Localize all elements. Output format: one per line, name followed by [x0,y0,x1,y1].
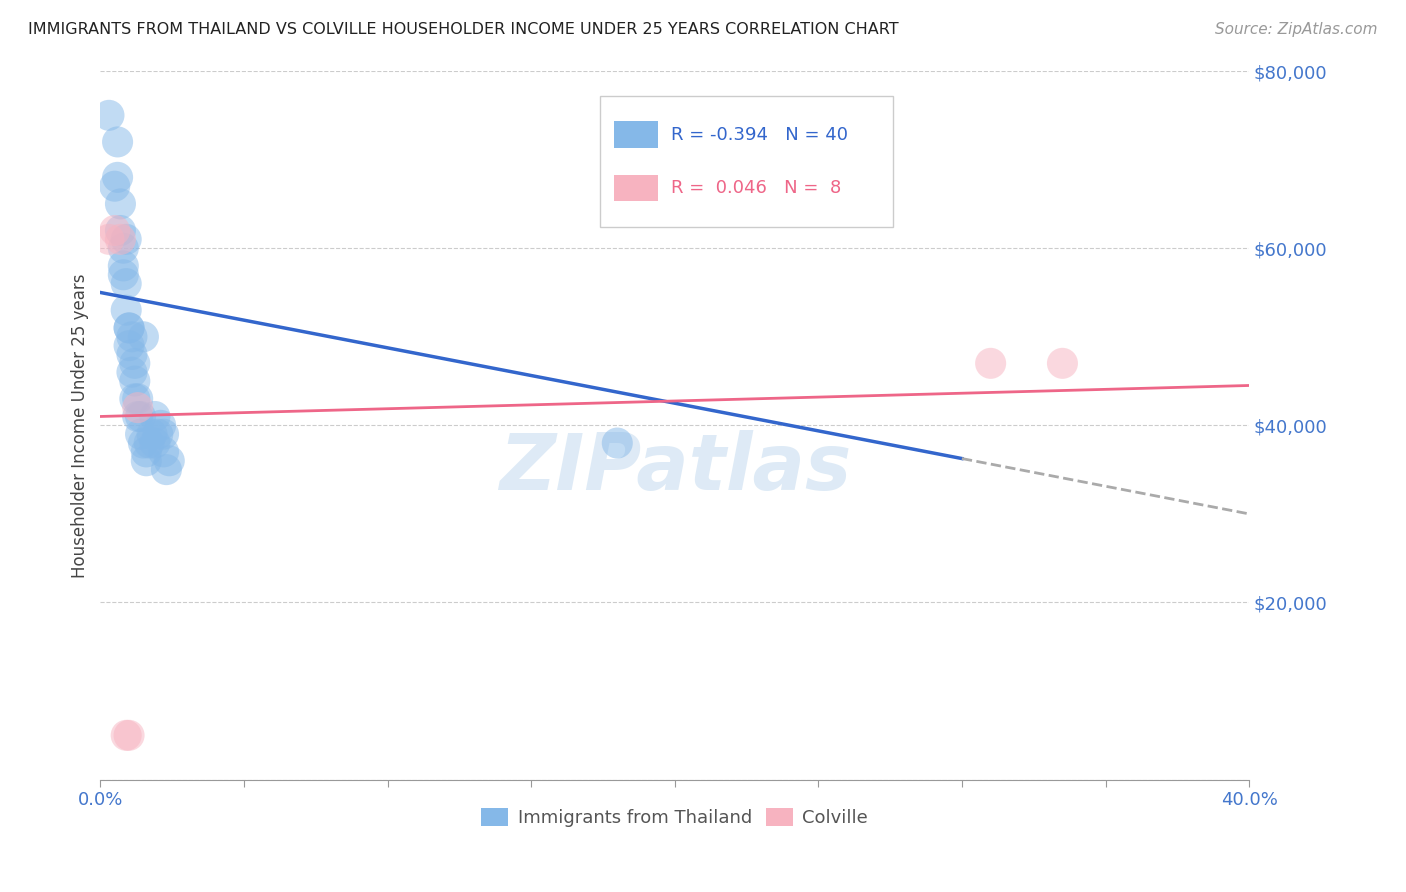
Point [107,135,129,149]
Point [135,445,157,459]
FancyBboxPatch shape [614,121,658,148]
Point [118,321,141,335]
Point [124,392,146,406]
Point [110,223,132,237]
Text: R = -0.394   N = 40: R = -0.394 N = 40 [671,126,848,144]
Point [121,330,143,344]
Point [129,427,152,442]
Point [112,259,135,273]
Point [112,268,135,282]
Point [1052,356,1074,370]
Point [118,321,141,335]
Point [135,454,157,468]
Point [146,427,169,442]
Point [138,436,160,450]
Point [112,241,135,255]
Point [124,356,146,370]
Point [606,436,628,450]
Point [980,356,1002,370]
Point [115,303,138,318]
Y-axis label: Householder Income Under 25 years: Householder Income Under 25 years [72,273,89,578]
Point [115,728,138,742]
Point [152,427,174,442]
Point [107,170,129,185]
Point [98,232,121,246]
Point [132,330,155,344]
Point [143,409,166,424]
Text: Source: ZipAtlas.com: Source: ZipAtlas.com [1215,22,1378,37]
Point [129,409,152,424]
Point [104,223,127,237]
Point [127,392,149,406]
Point [155,462,177,476]
Text: ZIPatlas: ZIPatlas [499,430,851,506]
FancyBboxPatch shape [614,175,658,202]
Text: IMMIGRANTS FROM THAILAND VS COLVILLE HOUSEHOLDER INCOME UNDER 25 YEARS CORRELATI: IMMIGRANTS FROM THAILAND VS COLVILLE HOU… [28,22,898,37]
Legend: Immigrants from Thailand, Colville: Immigrants from Thailand, Colville [474,800,876,834]
Point [118,338,141,352]
Point [132,436,155,450]
Point [121,347,143,361]
Point [143,436,166,450]
Point [127,409,149,424]
Point [124,374,146,388]
Point [110,232,132,246]
Point [127,401,149,415]
Text: R =  0.046   N =  8: R = 0.046 N = 8 [671,179,842,197]
Point [121,365,143,379]
Point [104,179,127,194]
Point [110,197,132,211]
FancyBboxPatch shape [600,95,893,227]
Point [149,418,172,433]
Point [115,232,138,246]
Point [115,277,138,291]
Point [98,108,121,122]
Point [152,445,174,459]
Point [157,454,180,468]
Point [141,427,163,442]
Point [118,728,141,742]
